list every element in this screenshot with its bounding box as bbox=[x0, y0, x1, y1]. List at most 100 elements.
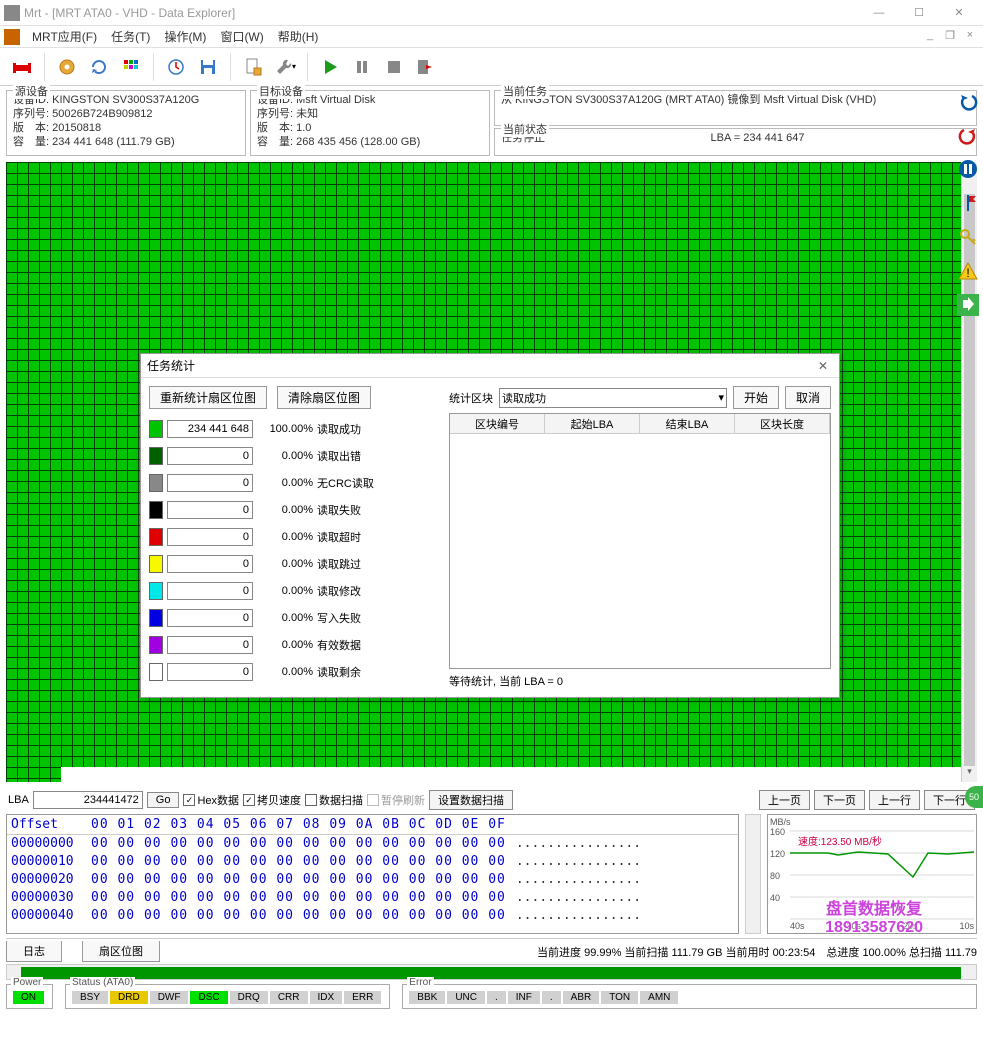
chk-data-scan[interactable]: 数据扫描 bbox=[305, 792, 363, 808]
side-redo-icon[interactable] bbox=[957, 124, 979, 146]
tool-clock-icon[interactable] bbox=[162, 53, 190, 81]
panel-target: 目标设备 设备ID: Msft Virtual Disk 序列号: 未知 版 本… bbox=[250, 90, 490, 156]
chk-pause-refresh[interactable]: 暂停刷新 bbox=[367, 792, 425, 808]
tool-save-icon[interactable] bbox=[194, 53, 222, 81]
panel-task-state: 当前任务 从 KINGSTON SV300S37A120G (MRT ATA0)… bbox=[494, 90, 977, 156]
stat-row: 0.00% 读取修改 bbox=[149, 577, 439, 604]
stat-input[interactable] bbox=[167, 474, 253, 492]
hex-row: 0000003000 00 00 00 00 00 00 00 00 00 00… bbox=[7, 889, 738, 907]
block-select[interactable]: 读取成功▾ bbox=[499, 388, 727, 408]
menu-app[interactable]: MRT应用(F) bbox=[26, 26, 103, 47]
panel-source: 源设备 设备ID: KINGSTON SV300S37A120G 序列号: 50… bbox=[6, 90, 246, 156]
tool-play-icon[interactable] bbox=[316, 53, 344, 81]
power-led: ON bbox=[13, 991, 44, 1004]
bottom-tabs: 日志 扇区位图 当前进度 99.99% 当前扫描 111.79 GB 当前用时 … bbox=[6, 938, 977, 962]
stat-input[interactable] bbox=[167, 555, 253, 573]
bottom-status-bar: Power ON Status (ATA0) BSYDRDDWFDSCDRQCR… bbox=[6, 984, 977, 1009]
error-led: BBK bbox=[409, 991, 445, 1004]
side-flag-icon[interactable] bbox=[957, 192, 979, 214]
side-pause-icon[interactable] bbox=[957, 158, 979, 180]
stat-input[interactable] bbox=[167, 636, 253, 654]
tool-wrench-icon[interactable]: ▾ bbox=[271, 53, 299, 81]
tool-gear-icon[interactable] bbox=[53, 53, 81, 81]
lba-nav-bar: LBA Go ✓Hex数据 ✓拷贝速度 数据扫描 暂停刷新 设置数据扫描 上一页… bbox=[0, 786, 983, 814]
mdi-restore[interactable]: ❐ bbox=[941, 29, 959, 45]
chk-copy-speed[interactable]: ✓拷贝速度 bbox=[243, 792, 301, 808]
hex-row: 0000004000 00 00 00 00 00 00 00 00 00 00… bbox=[7, 907, 738, 925]
start-button[interactable]: 开始 bbox=[733, 386, 779, 409]
cancel-button[interactable]: 取消 bbox=[785, 386, 831, 409]
mdi-minimize[interactable]: _ bbox=[921, 29, 939, 45]
menu-window[interactable]: 窗口(W) bbox=[214, 26, 269, 47]
stat-input[interactable] bbox=[167, 501, 253, 519]
go-button[interactable]: Go bbox=[147, 792, 180, 808]
dialog-titlebar[interactable]: 任务统计 ✕ bbox=[141, 354, 839, 378]
side-undo-icon[interactable] bbox=[957, 90, 979, 112]
stat-row: 0.00% 读取超时 bbox=[149, 523, 439, 550]
tool-palette-icon[interactable] bbox=[117, 53, 145, 81]
lba-input[interactable] bbox=[33, 791, 143, 809]
menu-bar: MRT应用(F) 任务(T) 操作(M) 窗口(W) 帮助(H) _ ❐ × bbox=[0, 26, 983, 48]
hex-row: 0000001000 00 00 00 00 00 00 00 00 00 00… bbox=[7, 853, 738, 871]
stat-row: 0.00% 读取出错 bbox=[149, 442, 439, 469]
clear-button[interactable]: 清除扇区位图 bbox=[277, 386, 371, 409]
stats-dialog: 任务统计 ✕ 重新统计扇区位图 清除扇区位图 100.00% 读取成功 0.00… bbox=[140, 353, 840, 698]
close-button[interactable]: ✕ bbox=[939, 0, 979, 26]
recount-button[interactable]: 重新统计扇区位图 bbox=[149, 386, 267, 409]
floater-badge[interactable]: 50 bbox=[965, 786, 983, 808]
error-led: ABR bbox=[563, 991, 600, 1004]
tab-log[interactable]: 日志 bbox=[6, 941, 62, 962]
stat-input[interactable] bbox=[167, 609, 253, 627]
tool-stop-icon[interactable] bbox=[380, 53, 408, 81]
error-led: . bbox=[542, 991, 561, 1004]
stat-input[interactable] bbox=[167, 447, 253, 465]
tool-exit-icon[interactable] bbox=[412, 53, 440, 81]
prev-row-button[interactable]: 上一行 bbox=[869, 790, 920, 810]
right-sidebar: ! bbox=[955, 90, 981, 316]
tool-bed-icon[interactable] bbox=[8, 53, 36, 81]
stat-input[interactable] bbox=[167, 663, 253, 681]
hex-viewer[interactable]: Offset00 01 02 03 04 05 06 07 08 09 0A 0… bbox=[6, 814, 739, 934]
menu-help[interactable]: 帮助(H) bbox=[272, 26, 325, 47]
stat-input[interactable] bbox=[167, 420, 253, 438]
side-next-icon[interactable] bbox=[957, 294, 979, 316]
error-led: INF bbox=[508, 991, 540, 1004]
prev-page-button[interactable]: 上一页 bbox=[759, 790, 810, 810]
hex-scrollbar[interactable] bbox=[745, 814, 761, 934]
svg-text:!: ! bbox=[966, 266, 969, 280]
next-page-button[interactable]: 下一页 bbox=[814, 790, 865, 810]
side-warning-icon[interactable]: ! bbox=[957, 260, 979, 282]
hex-row: 0000000000 00 00 00 00 00 00 00 00 00 00… bbox=[7, 835, 738, 853]
status-led-drd: DRD bbox=[110, 991, 148, 1004]
stat-input[interactable] bbox=[167, 528, 253, 546]
toolbar: ▾ bbox=[0, 48, 983, 86]
status-led-drq: DRQ bbox=[230, 991, 268, 1004]
stat-row: 0.00% 读取失败 bbox=[149, 496, 439, 523]
set-scan-button[interactable]: 设置数据扫描 bbox=[429, 790, 513, 810]
dialog-close-button[interactable]: ✕ bbox=[813, 359, 833, 373]
error-led: UNC bbox=[447, 991, 485, 1004]
stat-row: 0.00% 有效数据 bbox=[149, 631, 439, 658]
hex-row: 0000002000 00 00 00 00 00 00 00 00 00 00… bbox=[7, 871, 738, 889]
error-led: TON bbox=[601, 991, 638, 1004]
watermark: 盘首数据恢复 18913587620 bbox=[825, 895, 923, 937]
stat-input[interactable] bbox=[167, 582, 253, 600]
side-key-icon[interactable] bbox=[957, 226, 979, 248]
block-table: 区块编号 起始LBA 结束LBA 区块长度 bbox=[449, 413, 831, 669]
tool-pause-icon[interactable] bbox=[348, 53, 376, 81]
mdi-close[interactable]: × bbox=[961, 29, 979, 45]
tool-refresh-icon[interactable] bbox=[85, 53, 113, 81]
progress-scrollbar[interactable] bbox=[6, 964, 977, 980]
tool-doc-icon[interactable] bbox=[239, 53, 267, 81]
info-panels: 源设备 设备ID: KINGSTON SV300S37A120G 序列号: 50… bbox=[0, 86, 983, 160]
menu-operate[interactable]: 操作(M) bbox=[158, 26, 212, 47]
chk-hex[interactable]: ✓Hex数据 bbox=[183, 792, 239, 808]
status-led-dsc: DSC bbox=[190, 991, 227, 1004]
menu-task[interactable]: 任务(T) bbox=[105, 26, 156, 47]
status-led-dwf: DWF bbox=[150, 991, 189, 1004]
status-led-bsy: BSY bbox=[72, 991, 108, 1004]
minimize-button[interactable]: — bbox=[859, 0, 899, 26]
maximize-button[interactable]: ☐ bbox=[899, 0, 939, 26]
status-led-idx: IDX bbox=[310, 991, 343, 1004]
tab-sector[interactable]: 扇区位图 bbox=[82, 941, 160, 962]
